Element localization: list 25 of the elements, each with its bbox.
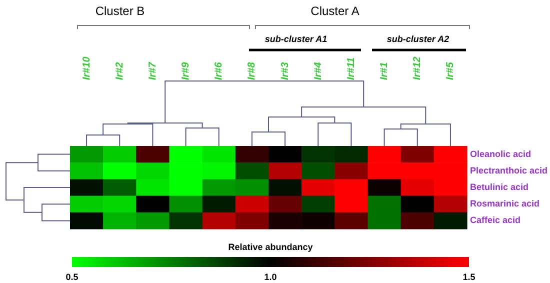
x-tick-label: Ir#10	[81, 56, 92, 80]
x-tick-label: Ir#12	[412, 56, 424, 80]
x-tick-label: Ir#9	[180, 62, 192, 80]
x-tick-label: Ir#5	[445, 62, 456, 80]
y2-tick-label: Caffeic acid	[470, 215, 521, 226]
text: sub-cluster A2	[386, 34, 450, 44]
y2-tick-label: Oleanolic acid	[470, 148, 532, 159]
x-tick-label: Ir#11	[346, 56, 357, 80]
x-tick-label: Ir#4	[312, 62, 324, 80]
text: sub-cluster A1	[264, 34, 328, 44]
color-bar-label: 1.5	[462, 272, 476, 282]
x-tick-label: Ir#6	[214, 62, 225, 80]
y2-tick-label: Plectranthoic acid	[470, 165, 548, 176]
y2-tick-label: Rosmarinic acid	[470, 198, 540, 209]
x-tick-label: Ir#1	[379, 62, 390, 80]
color-bar-label: 0.5	[66, 272, 78, 282]
y2-tick-label: Betulinic acid	[470, 182, 529, 192]
x-tick-label: Ir#7	[147, 62, 158, 80]
x-tick-label: Ir#3	[280, 62, 291, 80]
color-bar-title: Relative abundancy	[228, 242, 313, 252]
text: Cluster A	[310, 4, 360, 18]
x-tick-label: Ir#2	[114, 62, 126, 80]
text: Cluster B	[95, 4, 145, 18]
color-bar-label: 1.0	[264, 272, 277, 282]
x-tick-label: Ir#8	[246, 62, 258, 80]
